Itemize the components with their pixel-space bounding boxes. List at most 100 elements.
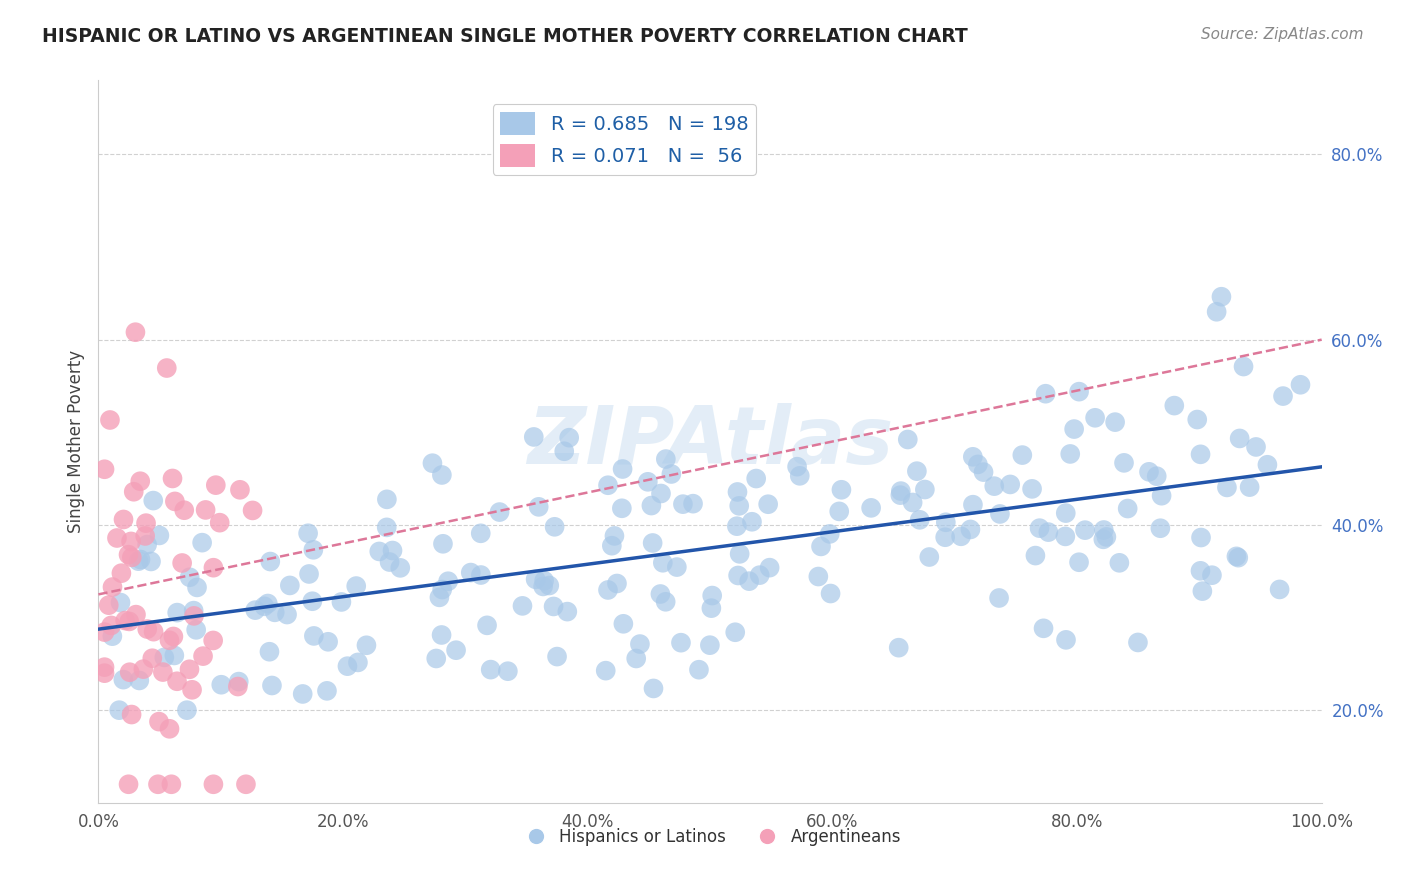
Point [228,674,250,689]
Point [1225,549,1247,564]
Point [728,547,751,561]
Point [745,471,768,485]
Point [136,538,159,552]
Point [179,662,201,676]
Point [661,467,683,481]
Point [186,623,208,637]
Point [253,599,276,614]
Point [603,529,626,543]
Point [918,549,941,564]
Point [1150,489,1173,503]
Point [553,444,575,458]
Point [496,664,519,678]
Point [229,483,252,497]
Point [1024,549,1046,563]
Point [1268,582,1291,597]
Point [117,548,139,562]
Point [146,777,169,791]
Point [132,662,155,676]
Point [1229,432,1251,446]
Point [1092,533,1115,547]
Point [1116,501,1139,516]
Point [389,561,412,575]
Point [101,580,124,594]
Point [172,556,194,570]
Point [727,568,749,582]
Point [191,649,214,664]
Point [122,484,145,499]
Point [186,581,208,595]
Point [1239,480,1261,494]
Point [1054,529,1077,543]
Point [183,608,205,623]
Point [786,459,808,474]
Point [1232,359,1254,374]
Point [162,630,184,644]
Y-axis label: Single Mother Poverty: Single Mother Poverty [66,350,84,533]
Point [260,678,283,692]
Point [1063,422,1085,436]
Point [120,534,142,549]
Point [124,325,146,339]
Point [202,560,225,574]
Point [347,656,370,670]
Point [160,777,183,791]
Point [235,777,257,791]
Point [129,475,152,489]
Point [444,643,467,657]
Point [555,605,578,619]
Point [643,681,665,696]
Point [297,526,319,541]
Point [741,515,763,529]
Point [256,597,278,611]
Point [1189,564,1212,578]
Point [129,552,152,566]
Point [1227,550,1250,565]
Point [93,462,115,476]
Point [1067,555,1090,569]
Point [112,673,135,687]
Point [1011,448,1033,462]
Point [381,543,404,558]
Point [302,542,325,557]
Point [889,488,911,502]
Point [650,587,672,601]
Point [1095,530,1118,544]
Point [148,528,170,542]
Point [1211,290,1233,304]
Point [121,707,143,722]
Point [596,582,619,597]
Point [93,660,115,674]
Legend: Hispanics or Latinos, Argentineans: Hispanics or Latinos, Argentineans [512,821,908,852]
Point [654,595,676,609]
Point [1201,568,1223,582]
Point [700,601,723,615]
Point [208,516,231,530]
Point [640,499,662,513]
Point [1191,584,1213,599]
Point [432,537,454,551]
Point [176,703,198,717]
Point [163,648,186,663]
Point [101,629,124,643]
Point [139,554,162,568]
Point [756,497,779,511]
Point [600,539,623,553]
Point [1054,506,1077,520]
Point [110,596,132,610]
Point [650,486,672,500]
Point [531,579,554,593]
Point [914,483,936,497]
Point [470,526,492,541]
Point [612,616,634,631]
Point [134,529,156,543]
Point [887,640,910,655]
Point [962,498,984,512]
Point [163,494,186,508]
Point [699,638,721,652]
Point [672,497,695,511]
Point [1084,410,1107,425]
Point [242,503,264,517]
Point [596,478,619,492]
Point [962,450,984,464]
